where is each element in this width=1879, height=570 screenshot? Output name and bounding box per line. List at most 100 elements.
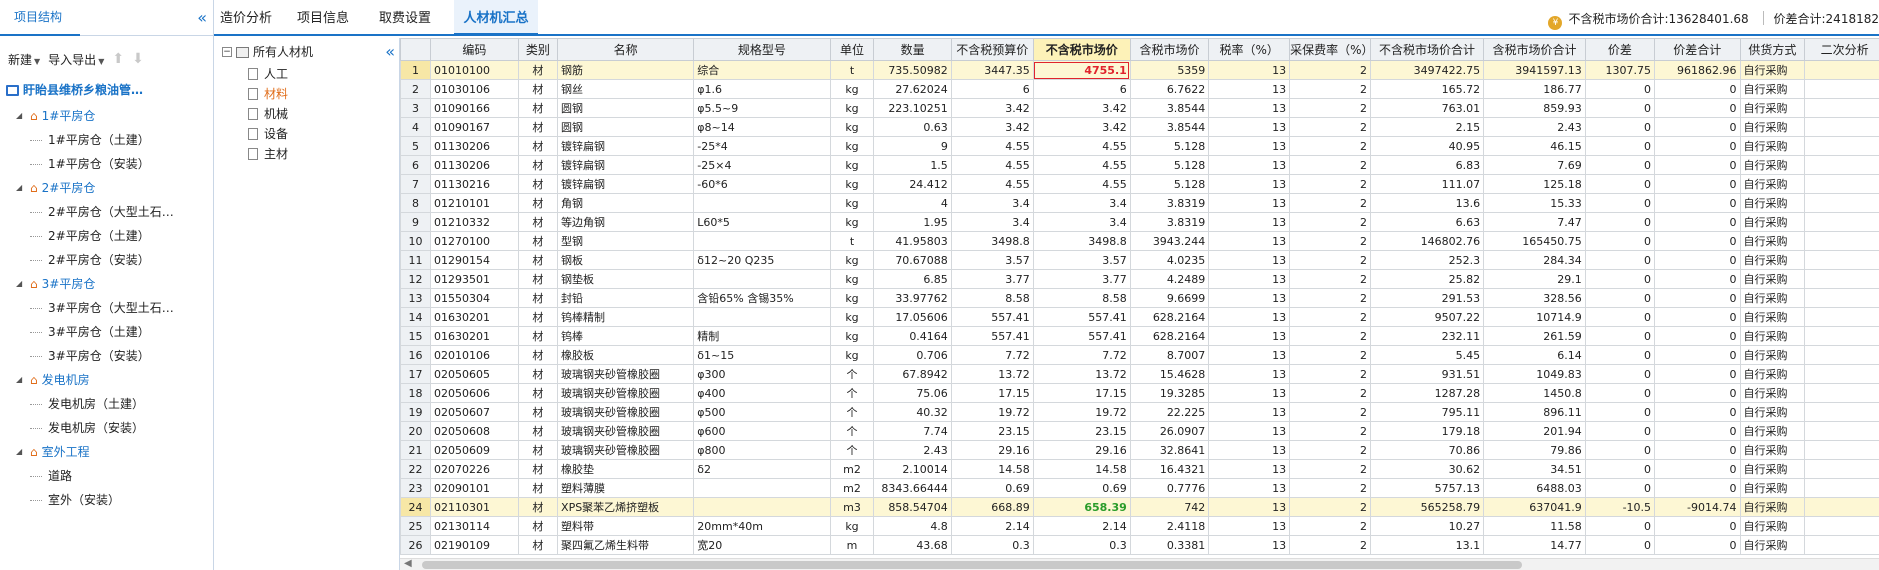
table-cell[interactable]: 2 [1289, 440, 1371, 460]
table-cell[interactable]: 塑料薄膜 [557, 478, 695, 498]
category-root[interactable]: − 所有人材机 [222, 42, 313, 62]
table-cell[interactable]: kg [829, 155, 875, 175]
table-cell[interactable]: 2 [1289, 497, 1371, 517]
horizontal-scrollbar[interactable]: ◀ [400, 558, 1879, 570]
table-cell[interactable]: 个 [829, 402, 875, 422]
table-cell[interactable]: 3.57 [950, 250, 1034, 270]
table-cell[interactable]: 精制 [693, 326, 831, 346]
table-cell[interactable]: 43.68 [873, 535, 952, 555]
table-cell[interactable]: 19.72 [950, 402, 1034, 422]
table-cell[interactable]: 材 [517, 326, 559, 346]
table-cell[interactable]: 2 [1289, 174, 1371, 194]
table-cell[interactable]: 01270100 [430, 231, 519, 251]
table-cell[interactable]: 742 [1129, 497, 1210, 517]
table-cell[interactable]: 2 [1289, 193, 1371, 213]
table-cell[interactable] [1804, 307, 1879, 327]
table-cell[interactable] [1804, 117, 1879, 137]
table-cell[interactable]: 628.2164 [1129, 326, 1210, 346]
table-cell[interactable]: 自行采购 [1739, 307, 1806, 327]
table-cell[interactable]: 0 [1584, 98, 1656, 118]
table-cell[interactable]: 70.86 [1369, 440, 1485, 460]
table-cell[interactable]: -10.5 [1584, 497, 1656, 517]
table-cell[interactable] [1804, 383, 1879, 403]
table-cell[interactable]: kg [829, 136, 875, 156]
table-cell[interactable]: 自行采购 [1739, 459, 1806, 479]
table-cell[interactable]: kg [829, 345, 875, 365]
table-cell[interactable]: 13 [1208, 440, 1291, 460]
table-cell[interactable]: 0 [1584, 231, 1656, 251]
table-cell[interactable]: 01130206 [430, 136, 519, 156]
table-row[interactable]: 7 01130216 材镀锌扁钢 -60*6 kg 24.412 4.55 4.55 5.128… [400, 174, 1879, 194]
table-cell[interactable]: 2 [1289, 345, 1371, 365]
column-header[interactable]: 不含税市场价合计 [1369, 38, 1485, 61]
table-cell[interactable]: φ5.5~9 [693, 98, 831, 118]
table-cell[interactable]: 13.72 [950, 364, 1034, 384]
table-cell[interactable]: 565258.79 [1369, 497, 1485, 517]
table-cell[interactable]: 13 [1208, 212, 1291, 232]
table-cell[interactable]: 3.8544 [1129, 98, 1210, 118]
table-row[interactable]: 5 01130206 材镀锌扁钢 -25*4 kg 9 4.55 4.55 5.128 13 2 40… [400, 136, 1879, 156]
table-cell[interactable]: 0 [1654, 174, 1741, 194]
table-row[interactable]: 16 02010106 材橡胶板 δ1~15 kg 0.706 7.72 7.72 8.7007… [400, 345, 1879, 365]
table-cell[interactable]: 13 [1208, 364, 1291, 384]
table-cell[interactable]: 7.72 [950, 345, 1034, 365]
table-cell[interactable]: 75.06 [873, 383, 952, 403]
table-cell[interactable]: 896.11 [1483, 402, 1586, 422]
table-cell[interactable] [1804, 212, 1879, 232]
table-cell[interactable]: 27.62024 [873, 79, 952, 99]
table-row[interactable]: 15 01630201 材钨棒 精制 kg 0.4164 557.41 557.41 628.2… [400, 326, 1879, 346]
table-cell[interactable]: 材 [517, 136, 559, 156]
table-cell[interactable] [1804, 440, 1879, 460]
table-cell[interactable]: 材 [517, 155, 559, 175]
table-cell[interactable]: 圆钢 [557, 117, 695, 137]
table-cell[interactable]: 7.69 [1483, 155, 1586, 175]
collapse-triangle-icon[interactable]: ◢ [16, 111, 23, 120]
table-row[interactable]: 23 02090101 材塑料薄膜 m2 8343.66444 0.69 0.69 0.777… [400, 478, 1879, 498]
table-cell[interactable]: 01010100 [430, 60, 519, 80]
table-cell[interactable] [693, 497, 831, 517]
table-cell[interactable]: 8.7007 [1129, 345, 1210, 365]
tree-item[interactable]: 3#平房仓（安装） [6, 344, 213, 368]
table-cell[interactable]: 01130206 [430, 155, 519, 175]
table-cell[interactable]: 材 [517, 535, 559, 555]
table-cell[interactable] [1804, 98, 1879, 118]
table-cell[interactable]: φ1.6 [693, 79, 831, 99]
table-cell[interactable]: 658.39 [1032, 497, 1131, 517]
table-cell[interactable]: 9 [873, 136, 952, 156]
column-header[interactable]: 类别 [517, 38, 559, 61]
table-cell[interactable]: 01090166 [430, 98, 519, 118]
table-cell[interactable]: 2 [1289, 60, 1371, 80]
table-cell[interactable]: 玻璃钢夹砂管橡胶圈 [557, 440, 695, 460]
table-cell[interactable]: 17.15 [950, 383, 1034, 403]
table-cell[interactable]: 2 [1289, 250, 1371, 270]
table-cell[interactable]: 13 [1208, 174, 1291, 194]
category-item-machinery[interactable]: 机械 [248, 104, 288, 124]
table-cell[interactable]: 02050608 [430, 421, 519, 441]
table-cell[interactable]: 1450.8 [1483, 383, 1586, 403]
table-cell[interactable]: 15.33 [1483, 193, 1586, 213]
table-cell[interactable]: 5.45 [1369, 345, 1485, 365]
tree-group[interactable]: ◢ ⌂ 1#平房仓 [6, 104, 213, 128]
tree-item[interactable]: 1#平房仓（安装） [6, 152, 213, 176]
table-cell[interactable]: 0 [1584, 459, 1656, 479]
table-cell[interactable]: 0 [1654, 535, 1741, 555]
table-cell[interactable]: 1307.75 [1584, 60, 1656, 80]
category-item-main-material[interactable]: 主材 [248, 144, 288, 164]
table-cell[interactable]: 3.8319 [1129, 193, 1210, 213]
table-cell[interactable]: 材 [517, 516, 559, 536]
table-cell[interactable] [693, 231, 831, 251]
table-cell[interactable]: 13 [1208, 193, 1291, 213]
table-cell[interactable]: 41.95803 [873, 231, 952, 251]
table-cell[interactable] [693, 269, 831, 289]
table-cell[interactable]: 玻璃钢夹砂管橡胶圈 [557, 383, 695, 403]
table-cell[interactable]: 自行采购 [1739, 212, 1806, 232]
table-row[interactable]: 14 01630201 材钨棒精制 kg 17.05606 557.41 557.41 628… [400, 307, 1879, 327]
table-cell[interactable]: 钨棒 [557, 326, 695, 346]
move-up-icon[interactable]: ⬆ [112, 51, 125, 67]
column-header[interactable]: 价差 [1584, 38, 1656, 61]
table-cell[interactable]: 557.41 [1032, 307, 1131, 327]
table-cell[interactable] [1804, 497, 1879, 517]
table-cell[interactable]: kg [829, 174, 875, 194]
table-cell[interactable]: 4.55 [950, 136, 1034, 156]
table-cell[interactable]: 0 [1654, 98, 1741, 118]
